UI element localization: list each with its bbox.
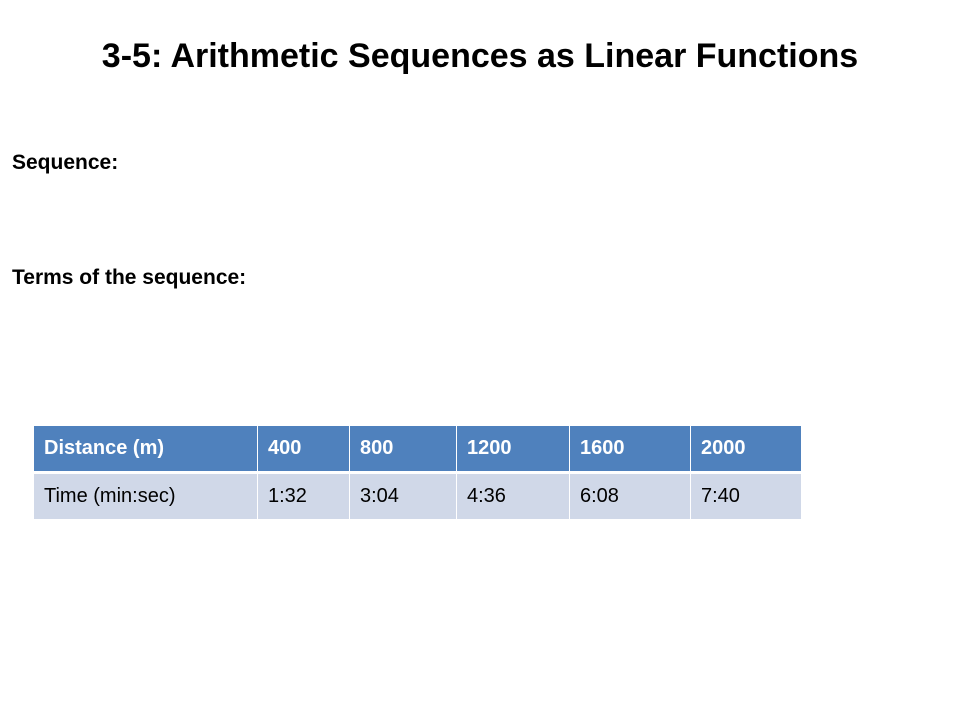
table-cell: 3:04 [349, 472, 457, 520]
header-cell: 800 [349, 425, 457, 474]
header-cell: 400 [257, 425, 350, 474]
table-cell: 6:08 [569, 472, 691, 520]
table-cell: 7:40 [690, 472, 802, 520]
sequence-label: Sequence: [12, 151, 119, 174]
header-cell: 1200 [456, 425, 570, 474]
header-cell-distance: Distance (m) [33, 425, 258, 474]
table-cell: 4:36 [456, 472, 570, 520]
slide-title: 3-5: Arithmetic Sequences as Linear Func… [101, 37, 859, 75]
table-cell: 1:32 [257, 472, 350, 520]
distance-time-table: Distance (m) 400 800 1200 1600 2000 Time… [33, 425, 802, 520]
terms-of-sequence-label: Terms of the sequence: [12, 266, 247, 289]
table-header-row: Distance (m) 400 800 1200 1600 2000 [33, 425, 802, 474]
header-cell: 2000 [690, 425, 802, 474]
table-row: Time (min:sec) 1:32 3:04 4:36 6:08 7:40 [33, 472, 802, 520]
header-cell: 1600 [569, 425, 691, 474]
row-label-time: Time (min:sec) [33, 472, 258, 520]
